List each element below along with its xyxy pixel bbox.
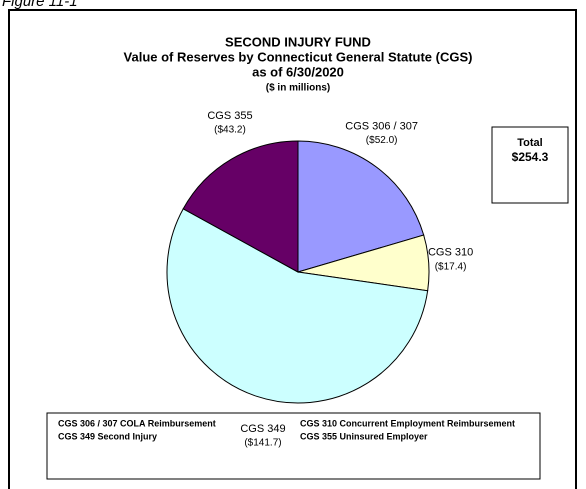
slice-label: CGS 306 / 307 bbox=[345, 120, 418, 132]
legend-text: CGS 310 Concurrent Employment Reimbursem… bbox=[300, 418, 515, 428]
total-label: Total bbox=[517, 137, 542, 149]
slice-value-label: ($43.2) bbox=[214, 125, 246, 136]
legend-text: CGS 355 Uninsured Employer bbox=[300, 431, 428, 441]
total-box bbox=[491, 126, 569, 204]
title-line: as of 6/30/2020 bbox=[252, 64, 344, 79]
caption: Figure 11-1 bbox=[2, 0, 78, 10]
slice-label: CGS 310 bbox=[428, 247, 473, 259]
slice-value-label: ($52.0) bbox=[366, 135, 398, 146]
pie-slice bbox=[297, 140, 425, 273]
title-line: SECOND INJURY FUND bbox=[225, 34, 371, 49]
slice-label: CGS 355 bbox=[207, 110, 252, 122]
legend-box bbox=[46, 412, 541, 480]
total-value: $254.3 bbox=[512, 150, 549, 164]
pie-slice bbox=[166, 208, 429, 404]
legend-text: CGS 349 Second Injury bbox=[58, 431, 157, 441]
slice-value-label: ($17.4) bbox=[435, 261, 467, 272]
legend-text: CGS 306 / 307 COLA Reimbursement bbox=[58, 418, 216, 428]
slice-label: CGS 349 bbox=[240, 423, 285, 435]
slice-value-label: ($141.7) bbox=[244, 438, 281, 449]
subtitle: ($ in millions) bbox=[266, 83, 330, 94]
pie-slice bbox=[182, 140, 299, 273]
title-line: Value of Reserves by Connecticut General… bbox=[124, 49, 473, 64]
